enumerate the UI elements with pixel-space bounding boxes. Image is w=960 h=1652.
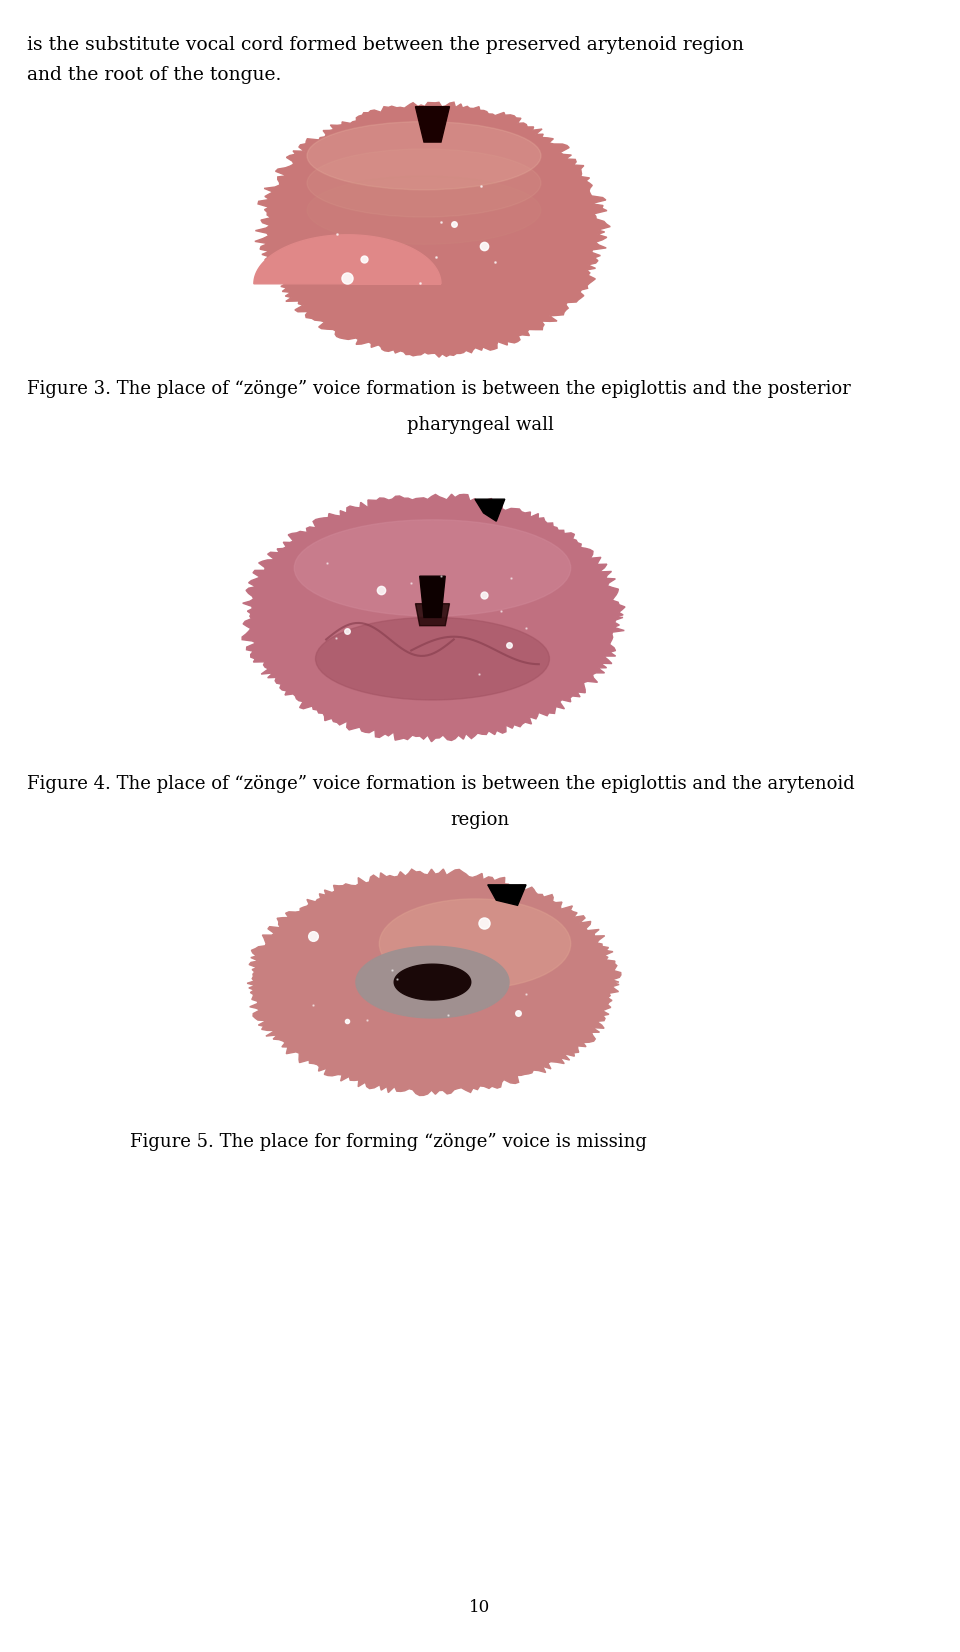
- Polygon shape: [416, 107, 449, 142]
- Polygon shape: [475, 499, 505, 520]
- Polygon shape: [255, 102, 611, 357]
- Polygon shape: [420, 577, 445, 618]
- Polygon shape: [395, 965, 470, 999]
- Ellipse shape: [307, 122, 540, 190]
- Text: Figure 5. The place for forming “zönge” voice is missing: Figure 5. The place for forming “zönge” …: [130, 1133, 646, 1151]
- Text: is the substitute vocal cord formed between the preserved arytenoid region: is the substitute vocal cord formed betw…: [27, 36, 744, 55]
- Ellipse shape: [316, 618, 549, 700]
- Ellipse shape: [295, 520, 570, 616]
- Polygon shape: [416, 603, 449, 626]
- Ellipse shape: [379, 899, 570, 988]
- Text: Figure 3. The place of “zönge” voice formation is between the epiglottis and the: Figure 3. The place of “zönge” voice for…: [27, 380, 851, 398]
- Polygon shape: [356, 947, 509, 1018]
- Text: and the root of the tongue.: and the root of the tongue.: [27, 66, 281, 84]
- Polygon shape: [247, 869, 621, 1095]
- Text: pharyngeal wall: pharyngeal wall: [407, 416, 553, 434]
- Text: © Fent 2006.: © Fent 2006.: [582, 735, 633, 743]
- Ellipse shape: [307, 177, 540, 244]
- Text: Figure 4. The place of “zönge” voice formation is between the epiglottis and the: Figure 4. The place of “zönge” voice for…: [27, 775, 854, 793]
- Polygon shape: [242, 494, 625, 742]
- Text: region: region: [450, 811, 510, 829]
- Polygon shape: [488, 885, 526, 905]
- Polygon shape: [253, 235, 441, 284]
- Text: 10: 10: [469, 1599, 491, 1616]
- Ellipse shape: [307, 149, 540, 216]
